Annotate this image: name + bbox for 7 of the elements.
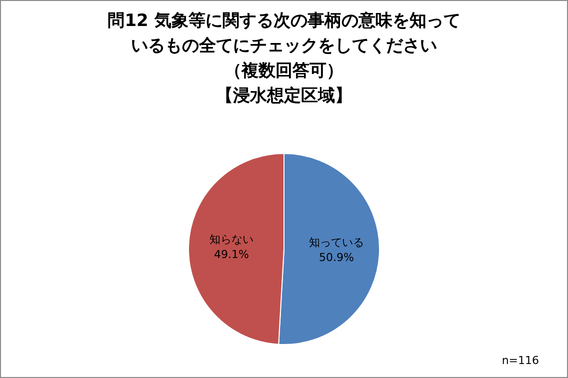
data-label: 50.9% xyxy=(319,250,354,264)
chart-subtitle: （複数回答可）【浸水想定区域】 xyxy=(215,60,353,108)
chart-title: 問12 気象等に関する次の事柄の意味を知っているもの全てにチェックをしてください xyxy=(106,10,462,58)
text: n=116 xyxy=(502,354,539,367)
slice-label: 知っている xyxy=(309,236,364,249)
slice-label: 知らない xyxy=(209,232,254,246)
data-label: 49.1% xyxy=(214,248,249,261)
